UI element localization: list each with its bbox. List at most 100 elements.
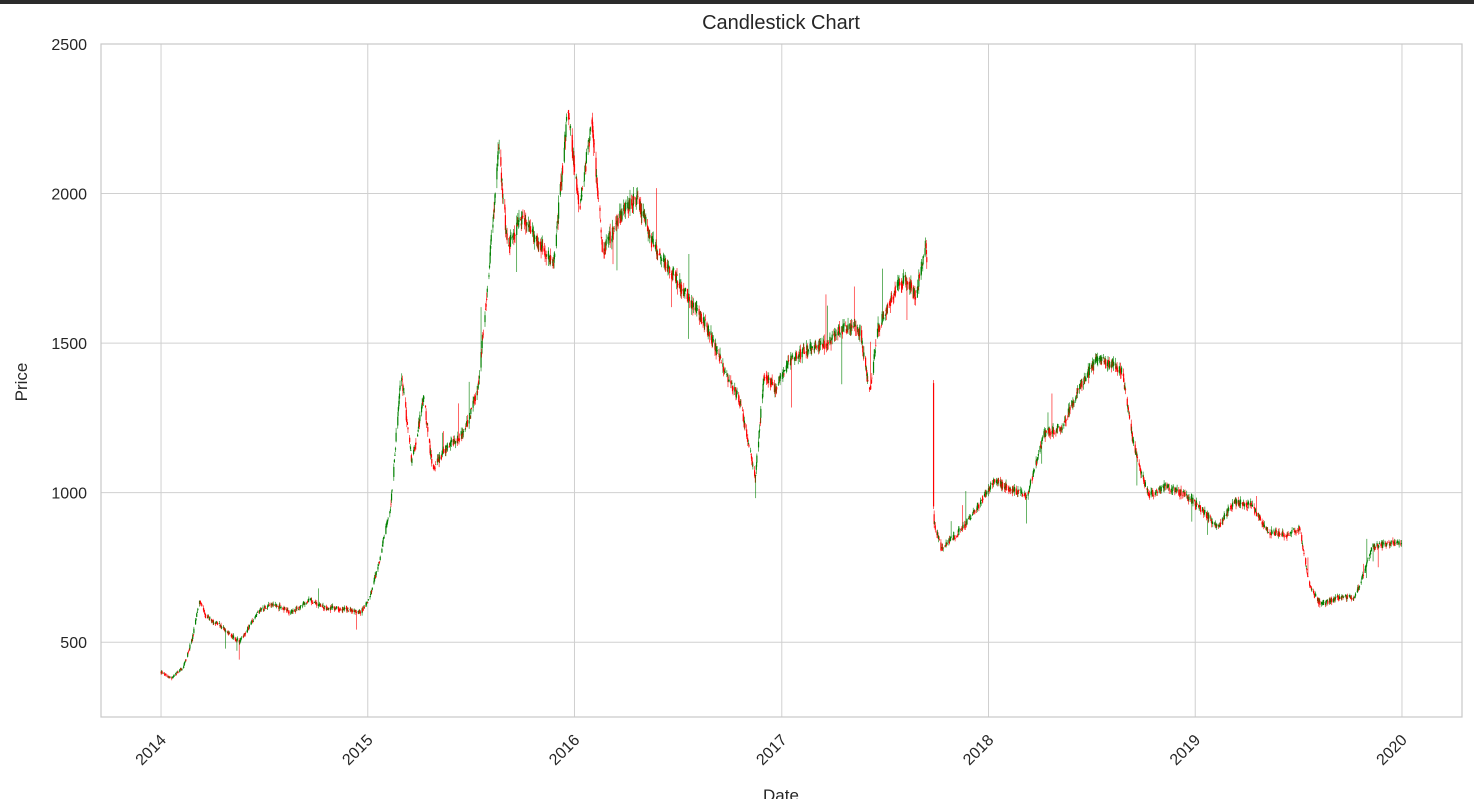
candle-body [843, 323, 845, 327]
candle-body [631, 203, 633, 206]
candle-body [1232, 502, 1234, 507]
candle-body [1013, 487, 1016, 492]
candle-body [639, 199, 641, 211]
candle-body [1341, 596, 1344, 598]
candle-body [973, 513, 975, 514]
candle-body [1160, 487, 1162, 492]
candle-body [251, 620, 253, 622]
candle-body [322, 606, 325, 609]
candle-body [731, 382, 733, 384]
candle-body [743, 420, 746, 425]
candle-body [541, 245, 543, 250]
y-axis-ticks: 500 1000 1500 2000 2500 [51, 37, 87, 652]
candle-body [558, 202, 560, 219]
candle-body [409, 437, 411, 443]
candle-body [1207, 512, 1209, 517]
candle-body [1191, 497, 1193, 500]
candle-body [645, 216, 647, 226]
candle-body [252, 620, 254, 622]
candle-body [1055, 428, 1058, 432]
candle-body [1301, 535, 1303, 542]
candle-body [1183, 492, 1185, 495]
candle-body [1398, 541, 1400, 545]
candle-body [1353, 597, 1355, 598]
candle-body [1222, 518, 1225, 520]
candle-body [873, 354, 875, 360]
candle-body [803, 349, 805, 354]
candle-body [757, 441, 760, 448]
candle-body [247, 626, 249, 628]
candle-body [831, 334, 833, 340]
candle-body [305, 602, 308, 604]
candle-body [1278, 531, 1280, 537]
candle-body [1384, 543, 1387, 544]
candle-body [851, 325, 853, 328]
candle-body [647, 231, 649, 234]
candle-body [1199, 505, 1201, 510]
candle-body [410, 455, 412, 462]
candle-body [668, 266, 670, 268]
candle-body [1031, 479, 1033, 481]
candle-body [740, 404, 742, 406]
candle-body [720, 356, 722, 359]
candle-body [854, 324, 857, 326]
candle-body [1265, 526, 1267, 530]
candle-body [888, 302, 890, 306]
candle-body [1289, 532, 1291, 534]
candle-body [666, 266, 668, 272]
candle-body [1361, 575, 1363, 578]
candle-body [874, 354, 876, 357]
candle-body [735, 389, 737, 397]
candle-body [1072, 402, 1075, 406]
candle-body [221, 627, 223, 629]
candle-body [623, 204, 625, 212]
candle-body [648, 234, 650, 235]
candle-body [625, 203, 627, 204]
candle-body [627, 207, 629, 214]
candle-body [469, 417, 471, 419]
candle-body [209, 616, 211, 620]
candle-body [330, 606, 332, 610]
candle-body [659, 252, 661, 255]
candle-body [1080, 384, 1082, 386]
candle-body [217, 623, 219, 625]
candle-body [377, 566, 379, 570]
candle-body [1098, 357, 1101, 360]
candle-body [1015, 488, 1017, 495]
candle-body [427, 427, 429, 432]
candle-body [732, 387, 734, 390]
candle-body [262, 608, 265, 611]
candle-body [735, 393, 738, 398]
candle-body [308, 598, 310, 601]
candle-body [916, 290, 918, 293]
candle-body [1241, 502, 1243, 504]
candle-body [703, 317, 705, 323]
candle-body [995, 480, 998, 484]
candle-body [886, 304, 888, 314]
candle-body [770, 382, 772, 387]
candle-body [1064, 419, 1067, 423]
candle-body [1249, 503, 1251, 506]
candle-body [1056, 428, 1058, 430]
candle-body [1100, 360, 1102, 365]
candle-body [1218, 525, 1220, 527]
candle-body [415, 442, 417, 445]
candle-body [669, 267, 671, 274]
candle-body [180, 668, 182, 670]
candle-body [1247, 501, 1250, 505]
candle-body [183, 662, 185, 666]
candle-body [194, 619, 197, 625]
candle-body [382, 539, 384, 544]
candle-body [1187, 497, 1189, 499]
candle-body [942, 547, 944, 549]
candle-body [942, 546, 944, 551]
candle-body [1364, 568, 1366, 573]
candle-body [1061, 427, 1063, 430]
candle-body [884, 314, 887, 316]
candle-body [861, 330, 863, 343]
candle-body [977, 505, 979, 509]
candle-body [1349, 596, 1352, 599]
candle-body [288, 611, 290, 614]
candle-body [696, 305, 698, 311]
candle-body [470, 407, 473, 409]
